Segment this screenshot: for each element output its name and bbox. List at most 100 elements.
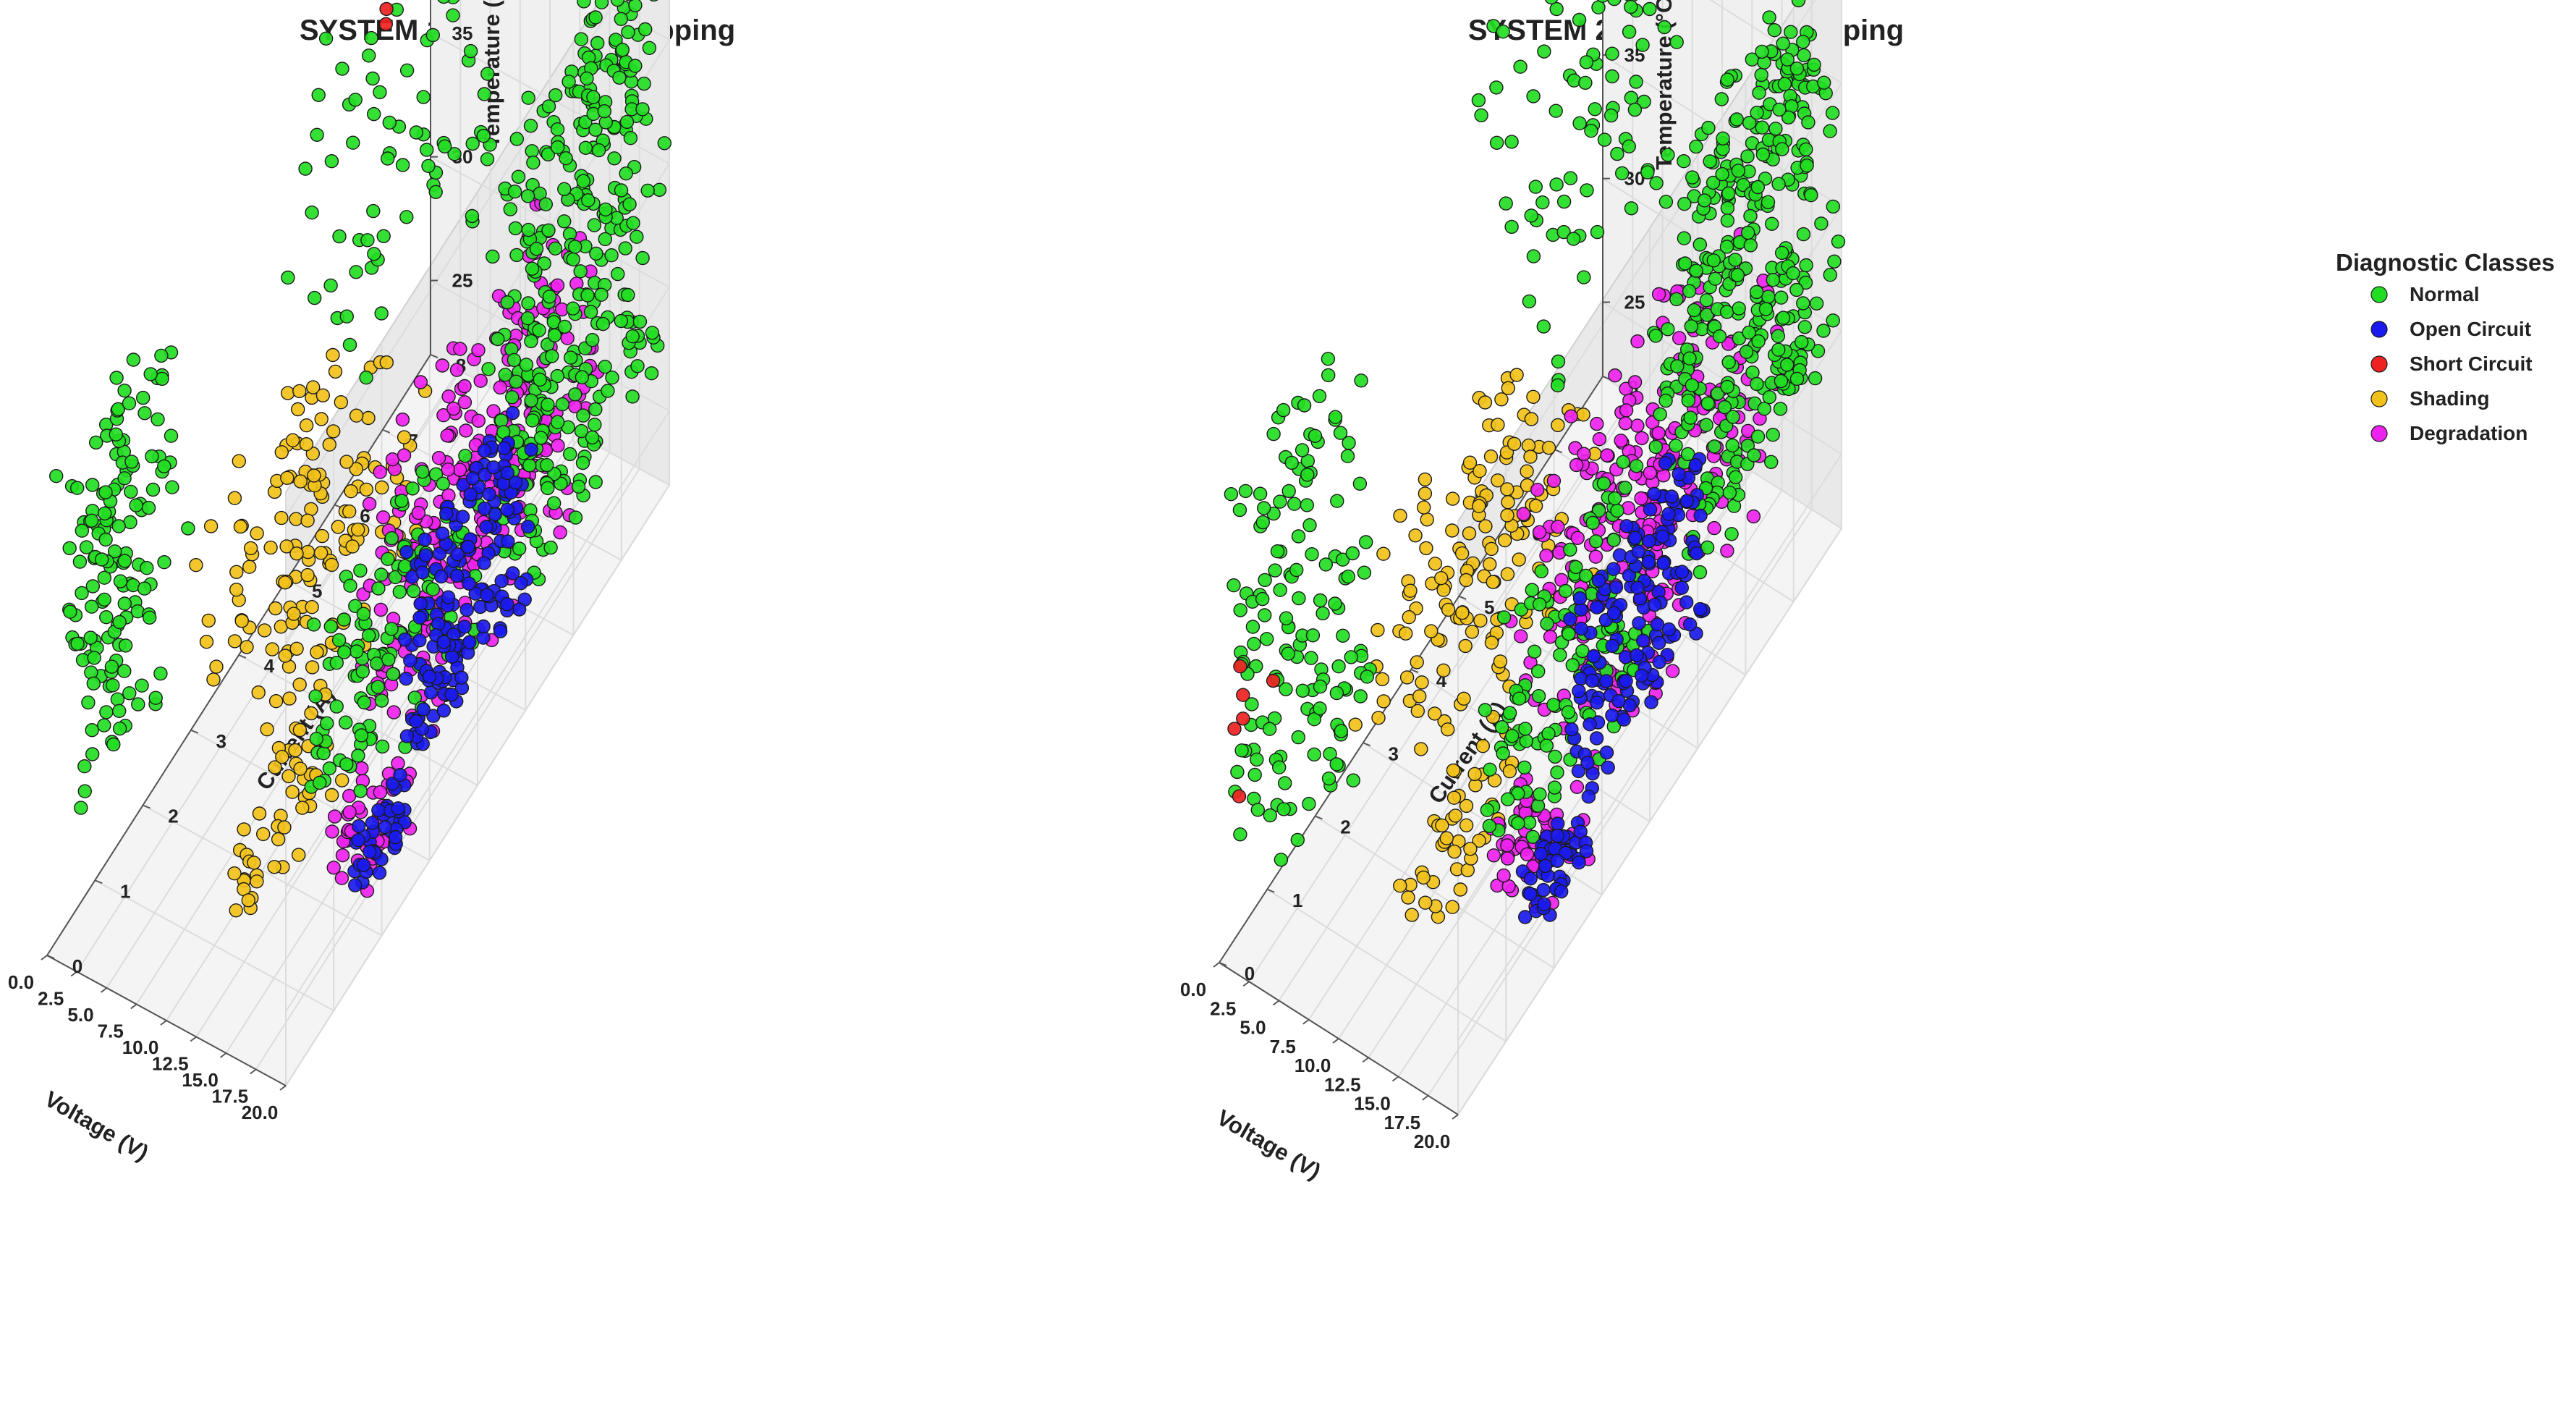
data-point [437, 139, 452, 154]
data-point [465, 208, 480, 224]
data-point [356, 607, 371, 621]
data-point [1439, 831, 1454, 845]
data-point [435, 526, 450, 541]
data-point [339, 455, 354, 469]
data-point [260, 722, 274, 737]
data-point [553, 525, 567, 540]
data-point [1333, 426, 1348, 440]
data-point [1764, 216, 1779, 231]
data-point [1328, 410, 1343, 424]
data-point [598, 202, 613, 217]
data-point [1329, 757, 1344, 772]
data-point [252, 806, 267, 821]
data-point [388, 829, 403, 845]
data-point [1607, 491, 1622, 506]
data-point [1336, 628, 1350, 643]
data-point [1238, 483, 1253, 499]
data-point [1245, 620, 1261, 634]
data-point [232, 454, 246, 468]
data-point [1731, 164, 1746, 178]
data-point [165, 480, 179, 494]
data-point [1530, 483, 1545, 497]
data-point [1684, 319, 1699, 334]
data-point [594, 0, 609, 9]
series-normal [48, 0, 671, 815]
data-point [77, 784, 93, 798]
data-point [1693, 508, 1708, 523]
data-point [1641, 554, 1656, 569]
data-point [1600, 448, 1614, 463]
x-tick-label: 17.5 [211, 1086, 248, 1107]
z-tick-label: 25 [452, 270, 473, 292]
data-point [242, 559, 257, 574]
data-point [1767, 23, 1782, 38]
data-point [375, 739, 390, 754]
data-point [1631, 544, 1646, 559]
data-point [1551, 520, 1565, 534]
data-point [587, 218, 601, 232]
data-point [1352, 476, 1368, 491]
data-point [1259, 632, 1274, 646]
data-point [413, 596, 428, 611]
data-point [1564, 722, 1579, 737]
data-point [1551, 418, 1565, 433]
data-point [1483, 762, 1497, 777]
data-point [1755, 44, 1769, 59]
data-point [1518, 722, 1533, 736]
data-point [374, 693, 389, 708]
data-point [412, 610, 427, 625]
data-point [1672, 331, 1687, 345]
data-point [1533, 787, 1547, 802]
data-point [1569, 457, 1584, 473]
x-tick-label: 12.5 [152, 1053, 189, 1075]
data-point [1603, 108, 1619, 123]
data-point [359, 371, 373, 385]
data-point [1500, 851, 1515, 866]
data-point [1460, 863, 1475, 878]
data-point [1750, 180, 1766, 195]
data-point [75, 586, 89, 601]
data-point [577, 0, 591, 9]
data-point [568, 387, 582, 402]
legend-marker [2370, 390, 2388, 407]
data-point [1489, 135, 1504, 151]
data-point [614, 183, 629, 198]
data-point [621, 25, 635, 40]
data-point [456, 478, 470, 492]
data-point [399, 672, 413, 686]
data-point [85, 747, 100, 761]
data-point [335, 62, 349, 76]
data-point [1689, 546, 1704, 561]
series-open-circuit [347, 405, 538, 892]
data-point [1775, 142, 1789, 156]
data-point [500, 295, 514, 310]
data-point [1291, 529, 1306, 544]
data-point [605, 371, 619, 385]
data-point [574, 423, 589, 439]
data-point [1262, 722, 1277, 736]
data-point [1630, 648, 1644, 662]
data-point [1779, 358, 1795, 372]
data-point [1572, 116, 1587, 131]
data-point [280, 470, 295, 485]
data-point [512, 541, 527, 556]
data-point [1672, 467, 1686, 481]
data-point [240, 640, 254, 654]
data-point [233, 519, 248, 534]
data-point [635, 102, 650, 117]
data-point [1716, 131, 1730, 146]
data-point [1810, 344, 1826, 358]
data-point [1453, 882, 1468, 897]
data-point [1732, 301, 1746, 316]
data-point [657, 136, 671, 151]
data-point [573, 264, 588, 279]
data-point [399, 210, 414, 224]
data-point [1537, 44, 1551, 59]
data-point [362, 48, 376, 63]
y-tick-label: 1 [1292, 890, 1302, 911]
data-point [1295, 443, 1310, 457]
data-point [241, 893, 255, 908]
x-tick-mark [279, 1085, 287, 1091]
data-point [463, 43, 478, 59]
data-point [137, 406, 152, 421]
